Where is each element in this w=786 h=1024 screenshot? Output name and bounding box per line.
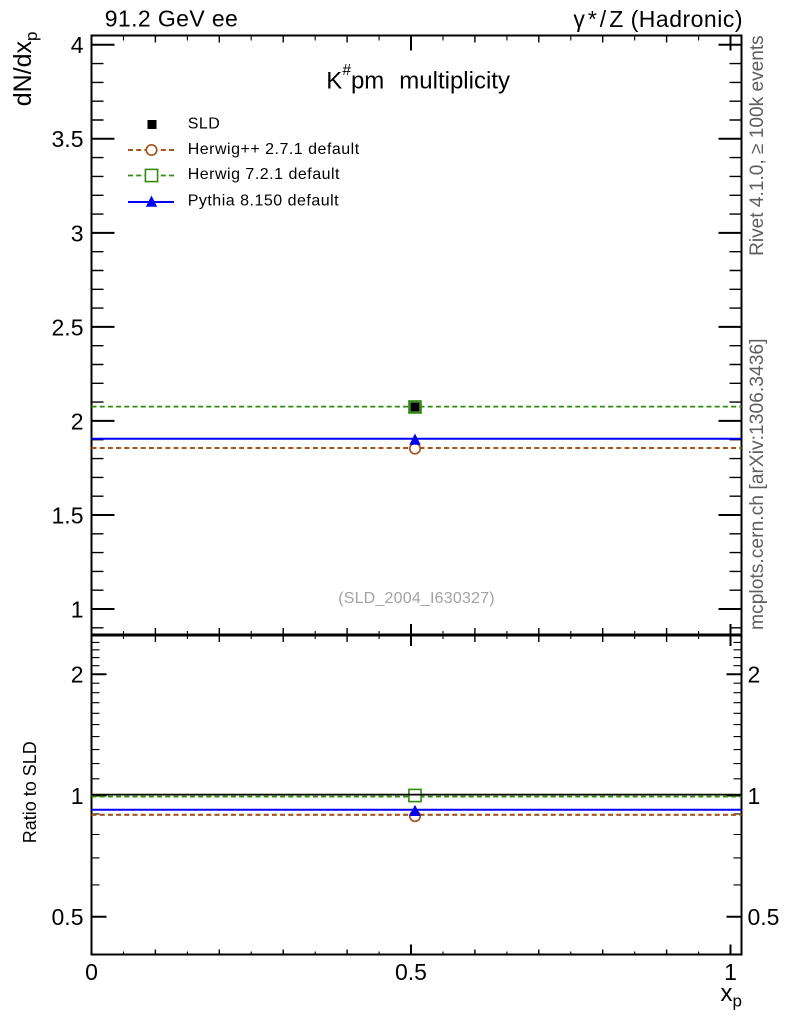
svg-text:(SLD_2004_I630327): (SLD_2004_I630327)	[338, 590, 495, 607]
svg-text:1: 1	[748, 783, 761, 809]
svg-text:3: 3	[71, 220, 84, 246]
svg-text:2.5: 2.5	[52, 314, 84, 340]
svg-text:Rivet 4.1.0, ≥ 100k events: Rivet 4.1.0, ≥ 100k events	[747, 35, 768, 256]
svg-text:1: 1	[724, 959, 737, 985]
svg-text:0.5: 0.5	[395, 959, 427, 985]
svg-text:1: 1	[71, 596, 84, 622]
svg-text:3.5: 3.5	[52, 126, 84, 152]
svg-text:SLD: SLD	[188, 115, 221, 132]
svg-text:0.5: 0.5	[52, 904, 84, 930]
svg-text:2: 2	[71, 662, 84, 688]
svg-text:4: 4	[71, 32, 84, 58]
svg-text:γ*/Z (Hadronic): γ*/Z (Hadronic)	[573, 6, 743, 32]
svg-text:0: 0	[85, 959, 98, 985]
svg-text:2: 2	[71, 408, 84, 434]
svg-text:2: 2	[748, 662, 761, 688]
svg-text:Pythia 8.150 default: Pythia 8.150 default	[188, 192, 339, 209]
svg-text:Herwig++ 2.7.1 default: Herwig++ 2.7.1 default	[188, 141, 360, 158]
svg-text:91.2 GeV ee: 91.2 GeV ee	[105, 6, 239, 32]
svg-text:1.5: 1.5	[52, 502, 84, 528]
svg-text:Ratio to SLD: Ratio to SLD	[20, 741, 40, 843]
svg-text:dN/dxp: dN/dxp	[9, 32, 41, 107]
svg-text:0.5: 0.5	[748, 904, 780, 930]
svg-text:1: 1	[71, 783, 84, 809]
svg-text:Herwig 7.2.1 default: Herwig 7.2.1 default	[188, 166, 340, 183]
svg-text:mcplots.cern.ch [arXiv:1306.34: mcplots.cern.ch [arXiv:1306.3436]	[747, 338, 768, 630]
